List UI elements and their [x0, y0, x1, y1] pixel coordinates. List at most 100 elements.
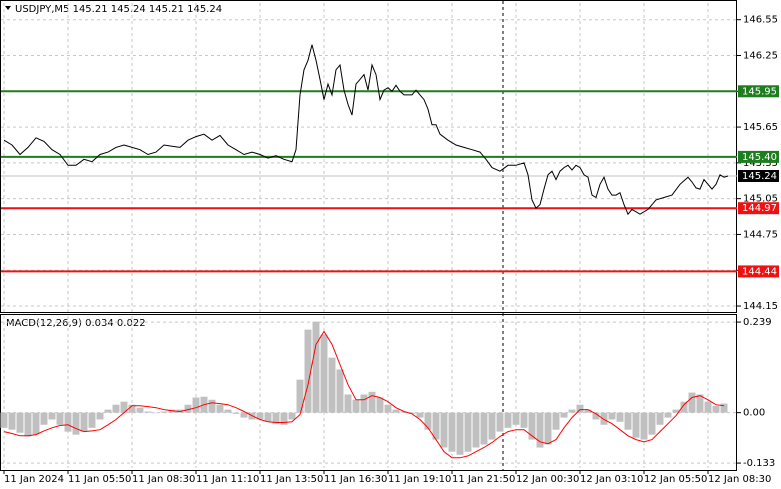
- macd-bar: [104, 409, 112, 413]
- level-label: 145.40: [742, 152, 777, 163]
- macd-bar: [232, 412, 240, 414]
- macd-bar: [128, 404, 136, 413]
- x-tick-label: 11 Jan 21:50: [452, 474, 515, 485]
- macd-bar: [56, 412, 64, 425]
- x-tick-label: 12 Jan 00:30: [516, 474, 579, 485]
- macd-bar: [680, 401, 688, 413]
- macd-bar: [0, 412, 8, 428]
- macd-bar: [136, 407, 144, 413]
- macd-bar: [600, 412, 608, 425]
- macd-bar: [456, 412, 464, 455]
- level-label-box: [738, 265, 779, 278]
- label-layer: 145.24 145.95 145.40 144.97 144.44: [738, 85, 779, 278]
- level-label: 145.95: [742, 86, 777, 97]
- macd-bar: [72, 412, 80, 435]
- macd-bar: [472, 412, 480, 448]
- macd-bar: [160, 411, 168, 413]
- macd-bar: [376, 397, 384, 413]
- level-label: 144.97: [742, 203, 777, 214]
- macd-bar: [664, 412, 672, 418]
- y-tick-label: 144.75: [743, 229, 778, 240]
- macd-bar: [240, 412, 248, 418]
- y-tick-label: -0.133: [743, 458, 775, 469]
- macd-bar: [184, 404, 192, 413]
- macd-bar: [616, 412, 624, 422]
- macd-bar: [448, 412, 456, 452]
- macd-bar: [576, 404, 584, 413]
- macd-bar: [328, 357, 336, 413]
- macd-bar: [536, 412, 544, 448]
- y-tick-label: 144.15: [743, 301, 778, 312]
- macd-bar: [384, 404, 392, 413]
- macd-bar: [704, 401, 712, 413]
- x-tick-label: 11 Jan 16:30: [324, 474, 387, 485]
- macd-bar: [120, 401, 128, 413]
- y-tick-label: 145.35: [743, 158, 778, 169]
- macd-bar: [584, 409, 592, 413]
- level-label-box: [738, 150, 779, 163]
- macd-bar: [424, 412, 432, 430]
- x-tick-label: 12 Jan 03:10: [580, 474, 643, 485]
- macd-bar: [568, 409, 576, 413]
- macd-bar: [40, 412, 48, 425]
- macd-bar: [648, 412, 656, 435]
- macd-bar: [144, 411, 152, 413]
- macd-bar: [152, 412, 160, 414]
- macd-bar: [216, 404, 224, 413]
- macd-bar: [408, 412, 416, 414]
- macd-bar: [560, 412, 568, 418]
- x-tick-label: 11 Jan 08:30: [132, 474, 195, 485]
- macd-bar: [400, 411, 408, 413]
- macd-title: MACD(12,26,9) 0.034 0.022: [6, 318, 146, 329]
- macd-bar: [640, 412, 648, 440]
- macd-bar: [520, 412, 528, 428]
- macd-bar: [288, 412, 296, 420]
- macd-bar: [480, 412, 488, 445]
- macd-bar: [64, 412, 72, 432]
- macd-bar: [336, 369, 344, 413]
- x-tick-label: 11 Jan 19:10: [388, 474, 451, 485]
- macd-bar: [656, 412, 664, 425]
- x-tick-label: 11 Jan 05:50: [68, 474, 131, 485]
- macd-bar: [24, 412, 32, 437]
- macd-bar: [392, 409, 400, 413]
- macd-bar: [32, 412, 40, 435]
- macd-bar: [624, 412, 632, 430]
- macd-bar: [488, 412, 496, 440]
- macd-bar: [312, 321, 320, 413]
- macd-bar: [352, 399, 360, 413]
- last-price-label: 145.24: [742, 171, 777, 182]
- macd-bar: [528, 412, 536, 440]
- y-tick-label: 145.05: [743, 194, 778, 205]
- menu-icon: [5, 6, 11, 10]
- macd-bar: [360, 394, 368, 413]
- signal-line: [3, 330, 725, 459]
- macd-bar: [48, 412, 56, 420]
- macd-bar: [416, 412, 424, 418]
- x-tick-label: 12 Jan 05:50: [644, 474, 707, 485]
- macd-bar: [504, 412, 512, 428]
- y-tick-label: 0.00: [743, 408, 765, 419]
- macd-bar: [16, 412, 24, 433]
- macd-bar: [440, 412, 448, 448]
- macd-bar: [432, 412, 440, 440]
- y-tick-label: 146.25: [743, 50, 778, 61]
- macd-bar: [272, 412, 280, 424]
- macd-bar: [608, 412, 616, 420]
- macd-bar: [96, 412, 104, 420]
- macd-bar: [344, 394, 352, 413]
- macd-bar: [544, 412, 552, 445]
- macd-bar: [8, 412, 16, 430]
- macd-bar: [464, 412, 472, 452]
- x-tick-label: 11 Jan 13:50: [260, 474, 323, 485]
- last-price-box: [738, 169, 779, 182]
- x-tick-label: 11 Jan 2024: [4, 474, 64, 485]
- level-label: 144.44: [742, 266, 777, 277]
- macd-bar: [720, 403, 728, 413]
- macd-bar: [368, 391, 376, 413]
- mark-layer: [1, 44, 737, 459]
- macd-bar: [712, 405, 720, 413]
- level-label-box: [738, 202, 779, 215]
